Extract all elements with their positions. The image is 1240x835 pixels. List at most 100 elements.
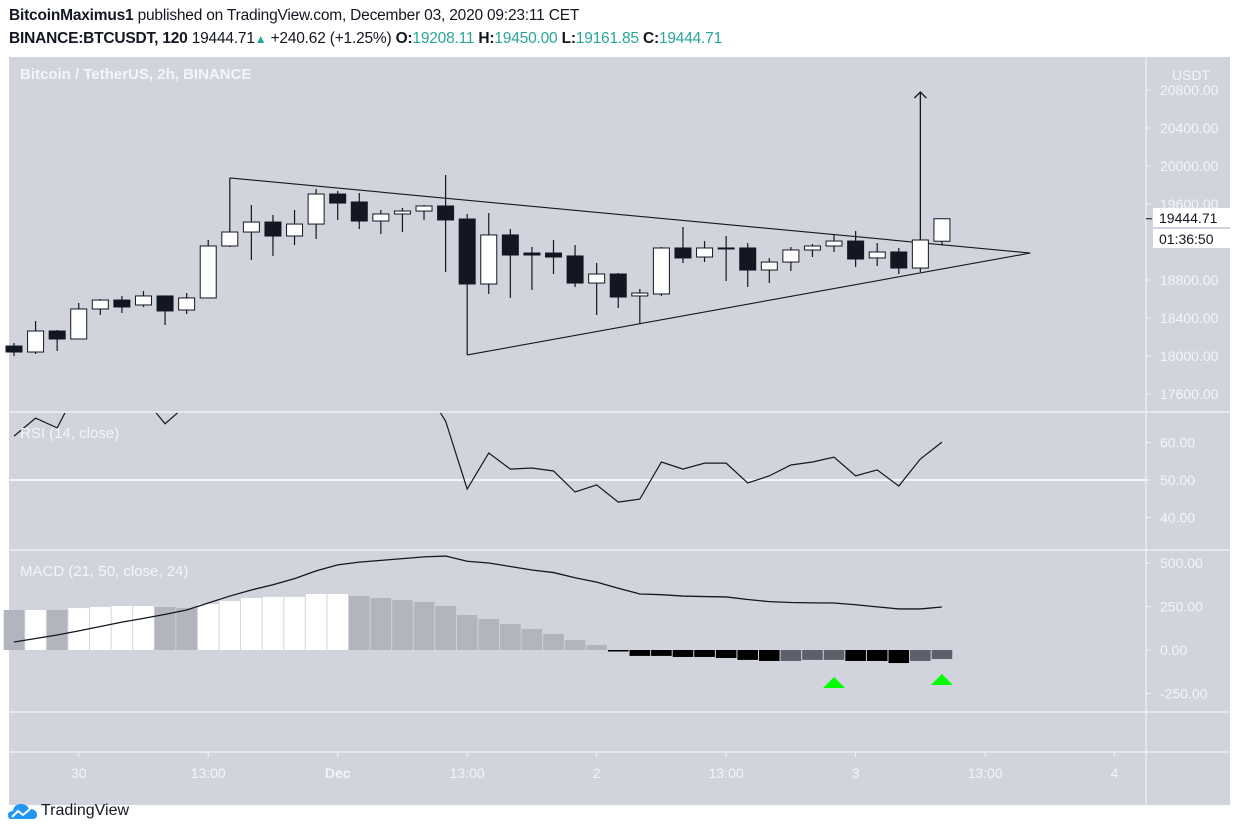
macd-histogram-bar xyxy=(910,650,931,661)
candle-body xyxy=(27,330,45,353)
trendline-triangle-lower[interactable] xyxy=(467,252,1031,356)
last-price-badge xyxy=(1153,208,1237,227)
candle-body xyxy=(307,193,325,225)
low-label: L: xyxy=(561,30,576,47)
macd-histogram-bar xyxy=(370,597,392,650)
candle-body xyxy=(739,247,757,271)
arrow-head-icon xyxy=(913,91,927,99)
macd-histogram-bar xyxy=(456,615,478,650)
candle-body xyxy=(868,251,886,259)
time-tick-label: 3 xyxy=(852,765,860,781)
candle-body xyxy=(911,239,929,269)
trendline-triangle-upper[interactable] xyxy=(229,177,1031,254)
candle-body xyxy=(91,299,109,310)
macd-line xyxy=(13,555,942,643)
time-tick-label: 4 xyxy=(1111,765,1119,781)
rsi-tick-label: 60.00 xyxy=(1160,435,1195,451)
macd-histogram-bar xyxy=(46,609,68,650)
macd-histogram-bar xyxy=(737,650,759,660)
macd-histogram-bar xyxy=(845,650,866,661)
macd-histogram-bar xyxy=(478,619,500,650)
candle-body xyxy=(782,249,800,263)
chart-background xyxy=(9,57,1230,805)
time-tick-label: Dec xyxy=(325,765,351,781)
macd-histogram-bar xyxy=(154,607,176,650)
price-change: +240.62 (+1.25%) xyxy=(270,30,392,47)
up-arrow-icon: ▲ xyxy=(254,32,267,46)
macd-histogram-bar xyxy=(68,608,90,650)
macd-histogram-bar xyxy=(521,628,543,650)
open-label: O: xyxy=(395,30,413,47)
macd-histogram-bar xyxy=(651,650,672,656)
macd-pane xyxy=(3,555,953,689)
macd-histogram-bar xyxy=(241,597,262,650)
candle-body xyxy=(890,251,908,269)
price-tick-label: 17600.00 xyxy=(1160,386,1219,402)
close-value: 19444.71 xyxy=(658,30,722,47)
candle-body xyxy=(264,221,282,237)
publish-info: BitcoinMaximus1 published on TradingView… xyxy=(9,7,579,25)
candle-body xyxy=(134,295,152,306)
last-price-label: 19444.71 xyxy=(1159,210,1218,226)
candle-body xyxy=(156,295,174,312)
macd-tick-label: 500.00 xyxy=(1160,555,1203,571)
macd-histogram-bar xyxy=(219,600,241,650)
close-label: C: xyxy=(642,30,659,47)
candle-body xyxy=(372,213,390,222)
macd-histogram-bar xyxy=(802,650,823,660)
candle-body xyxy=(70,308,88,340)
candle-body xyxy=(631,292,649,297)
price-tick-label: 20800.00 xyxy=(1160,82,1219,98)
drawings[interactable] xyxy=(229,91,1031,356)
candle-body xyxy=(609,273,627,298)
candle-body xyxy=(242,221,260,233)
candle-body xyxy=(480,234,498,285)
tradingview-brand[interactable]: TradingView xyxy=(8,801,129,821)
macd-histogram-bar xyxy=(176,608,197,650)
price-tick-label: 18000.00 xyxy=(1160,348,1219,364)
macd-histogram-bar xyxy=(413,601,435,650)
rsi-tick-label: 50.00 xyxy=(1160,472,1195,488)
time-tick-label: 13:00 xyxy=(191,765,226,781)
macd-histogram-bar xyxy=(715,650,737,659)
tradingview-logo-icon xyxy=(8,804,37,819)
candle-body xyxy=(350,201,368,222)
candles xyxy=(5,175,951,356)
candle-body xyxy=(803,245,821,251)
pane-separators xyxy=(9,57,1230,805)
candle-body xyxy=(760,261,778,271)
open-value: 19208.11 xyxy=(412,30,475,47)
candle-body xyxy=(178,297,196,311)
price-tick-label: 18800.00 xyxy=(1160,272,1219,288)
green-up-triangle-icon xyxy=(930,674,953,686)
macd-title: MACD (21, 50, close, 24) xyxy=(20,563,189,580)
high-value: 19450.00 xyxy=(494,30,558,47)
macd-histogram-bar xyxy=(543,633,564,650)
time-tick-label: 13:00 xyxy=(450,765,485,781)
macd-histogram-bar xyxy=(607,650,629,652)
countdown-label: 01:36:50 xyxy=(1159,231,1214,247)
macd-histogram-bar xyxy=(823,650,845,660)
rsi-line xyxy=(13,413,943,503)
candle-body xyxy=(825,240,843,247)
high-label: H: xyxy=(478,30,495,47)
candle-body xyxy=(545,252,562,258)
macd-histogram-bar xyxy=(327,593,348,650)
macd-histogram-bar xyxy=(564,640,586,650)
candle-body xyxy=(437,205,455,221)
macd-histogram-bar xyxy=(672,650,694,657)
axes[interactable]: 20800.0020400.0020000.0019600.0018800.00… xyxy=(71,67,1237,781)
macd-histogram-bar xyxy=(435,605,456,650)
candle-body xyxy=(696,247,714,258)
author-name[interactable]: BitcoinMaximus1 xyxy=(9,7,134,24)
candle-body xyxy=(523,252,541,256)
time-tick-label: 13:00 xyxy=(968,765,1003,781)
rsi-title: RSI (14, close) xyxy=(20,425,120,442)
macd-histogram-bar xyxy=(500,624,521,650)
candle-body xyxy=(674,247,692,259)
macd-histogram-bar xyxy=(305,593,327,650)
macd-tick-label: 0.00 xyxy=(1160,642,1187,658)
candle-body xyxy=(933,218,951,242)
candle-body xyxy=(566,255,584,284)
